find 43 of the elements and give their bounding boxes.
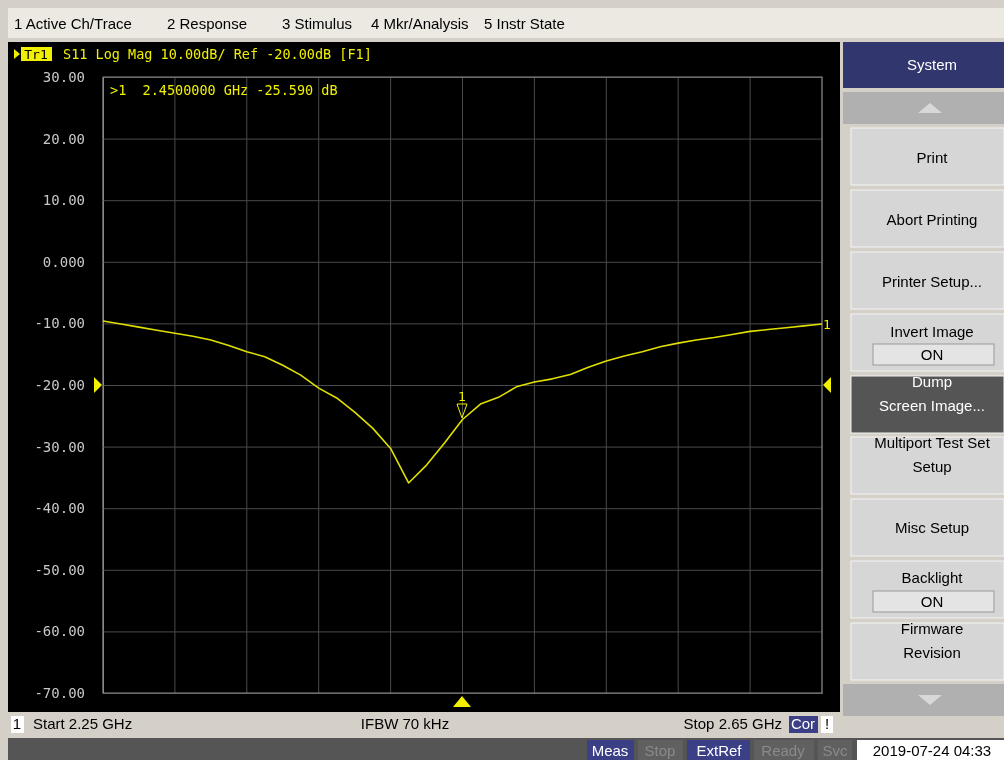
text: ON: [920, 346, 944, 363]
text: Invert Image: [890, 323, 974, 340]
y-tick-label: 30.00: [42, 68, 85, 85]
text: 2 Response: [167, 15, 248, 32]
y-tick-label: -50.00: [34, 561, 85, 578]
text: Abort Printing: [886, 211, 978, 228]
text: !: [824, 715, 830, 732]
annotation: >1 2.4500000 GHz -25.590 dB: [110, 82, 338, 98]
text: IFBW 70 kHz: [360, 715, 450, 732]
y-tick-label: 10.00: [42, 192, 85, 209]
y-tick-label: -10.00: [34, 315, 85, 332]
y-tick-label: -20.00: [34, 376, 85, 393]
text: 1: [823, 317, 831, 333]
text: Printer Setup...: [881, 273, 983, 290]
text: ExtRef: [696, 742, 743, 759]
text: Cor: [790, 715, 816, 732]
chart-title: S11 Log Mag 10.00dB/ Ref -20.00dB [F1]: [63, 46, 372, 62]
y-tick-label: -70.00: [34, 684, 85, 701]
y-tick-label: -60.00: [34, 623, 85, 640]
text: Multiport Test Set Setup: [874, 434, 991, 475]
text: Backlight: [901, 569, 964, 586]
y-tick-label: -30.00: [34, 438, 85, 455]
text: Start 2.25 GHz: [33, 715, 133, 732]
text: Meas: [591, 742, 629, 759]
text: 4 Mkr/Analysis: [371, 15, 469, 32]
y-tick-label: 20.00: [42, 130, 85, 147]
text: 3 Stimulus: [282, 15, 353, 32]
text: Tr1: [24, 47, 48, 62]
text: 1 Active Ch/Trace: [14, 15, 132, 32]
text: Print: [916, 149, 949, 166]
y-tick-label: 0.000: [42, 253, 85, 270]
line-series: [102, 320, 823, 484]
text: 1: [12, 715, 22, 732]
text: 5 Instr State: [484, 15, 565, 32]
text: System: [906, 56, 958, 73]
y-tick-label: -40.00: [34, 500, 85, 517]
text: Stop 2.65 GHz: [683, 715, 782, 732]
text: Dump Screen Image...: [879, 373, 985, 414]
annotation: 1: [458, 389, 466, 404]
text: 2019-07-24 04:33: [872, 742, 992, 759]
text: Firmware Revision: [900, 620, 964, 661]
text: ON: [920, 593, 944, 610]
text: Misc Setup: [894, 519, 970, 536]
